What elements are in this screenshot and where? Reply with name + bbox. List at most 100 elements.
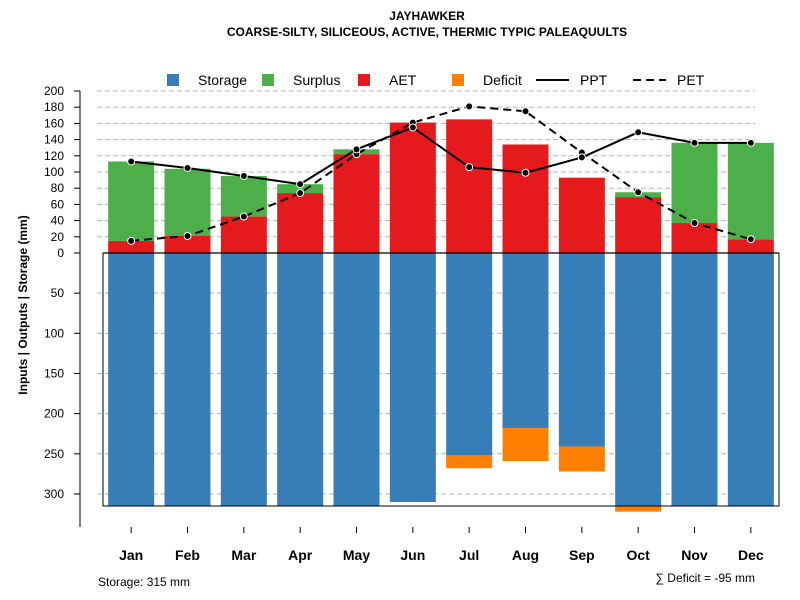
storage-bar <box>108 253 155 506</box>
pet-line <box>131 105 752 242</box>
x-tick-label: May <box>343 547 370 563</box>
storage-bar <box>727 253 774 506</box>
ppt-point <box>634 128 643 137</box>
deficit-bar <box>446 455 493 469</box>
aet-bar <box>727 239 774 253</box>
storage-note: Storage: 315 mm <box>98 575 190 589</box>
legend-swatch <box>262 74 274 86</box>
pet-point <box>690 219 699 228</box>
storage-bar <box>671 253 718 506</box>
y-tick-label: 150 <box>44 366 64 380</box>
storage-bar <box>389 253 436 502</box>
storage-bar <box>615 253 662 506</box>
x-tick-label: Feb <box>175 547 200 563</box>
surplus-bar <box>277 184 324 194</box>
ppt-point <box>577 153 586 162</box>
surplus-bar <box>108 161 155 241</box>
x-tick-label: Jan <box>119 547 143 563</box>
chart-subtitle: COARSE-SILTY, SILICEOUS, ACTIVE, THERMIC… <box>227 25 627 39</box>
ppt-point <box>296 180 305 189</box>
pet-point <box>634 188 643 197</box>
ppt-point <box>521 168 530 177</box>
deficit-bar <box>615 506 662 512</box>
legend-label: Deficit <box>483 72 522 88</box>
legend-label: PET <box>677 72 705 88</box>
x-tick-label: Oct <box>626 547 650 563</box>
y-tick-label: 140 <box>44 133 64 147</box>
x-tick-label: Jul <box>459 547 479 563</box>
storage-bar <box>333 253 380 506</box>
y-tick-label: 40 <box>51 214 65 228</box>
pet-point <box>183 231 192 240</box>
pet-point <box>521 107 530 116</box>
y-tick-label: 180 <box>44 100 64 114</box>
bars <box>108 119 774 512</box>
ppt-point <box>408 123 417 132</box>
deficit-bar <box>558 446 605 472</box>
ppt-line <box>131 126 751 186</box>
pet-point <box>239 212 248 221</box>
legend-swatch <box>167 74 179 86</box>
y-tick-label: 200 <box>44 407 64 421</box>
surplus-bar <box>727 142 774 240</box>
ppt-point <box>690 138 699 147</box>
ppt-point <box>746 138 755 147</box>
aet-bar <box>558 177 605 253</box>
deficit-note: ∑ Deficit = -95 mm <box>655 571 755 585</box>
y-axis-label: Inputs | Outputs | Storage (mm) <box>16 215 30 394</box>
ppt-point <box>239 172 248 181</box>
aet-bar <box>615 197 662 253</box>
x-tick-label: Jun <box>400 547 425 563</box>
y-tick-label: 100 <box>44 165 64 179</box>
ppt-point <box>465 163 474 172</box>
y-tick-label: 80 <box>51 181 65 195</box>
axes: 2001801601401201008060402005010015020025… <box>44 84 780 563</box>
pet-point <box>127 236 136 245</box>
legend-swatch <box>358 74 370 86</box>
x-tick-label: Mar <box>231 547 256 563</box>
legend-label: Surplus <box>293 72 340 88</box>
x-tick-label: Apr <box>288 547 313 563</box>
legend-label: AET <box>389 72 417 88</box>
y-tick-label: 120 <box>44 149 64 163</box>
aet-bar <box>671 223 718 253</box>
pet-point <box>746 235 755 244</box>
x-tick-label: Nov <box>681 547 708 563</box>
aet-bar <box>164 235 211 253</box>
aet-bar <box>277 193 324 253</box>
pet-point <box>296 189 305 198</box>
surplus-bar <box>671 142 718 224</box>
x-tick-label: Dec <box>738 547 764 563</box>
legend-label: Storage <box>198 72 247 88</box>
pet-point <box>465 102 474 111</box>
storage-bar <box>220 253 267 506</box>
legend: Storage Surplus AET Deficit PPT PET <box>167 72 705 88</box>
x-tick-label: Sep <box>569 547 595 563</box>
storage-bar <box>502 253 549 429</box>
x-tick-label: Aug <box>512 547 539 563</box>
y-tick-label: 100 <box>44 326 64 340</box>
storage-bar <box>446 253 493 456</box>
aet-bar <box>333 154 380 253</box>
storage-bar <box>164 253 211 506</box>
legend-label: PPT <box>580 72 608 88</box>
ppt-point <box>352 145 361 154</box>
aet-bar <box>446 119 493 253</box>
y-tick-label: 60 <box>51 197 65 211</box>
series-lines <box>127 102 755 245</box>
aet-bar <box>389 122 436 253</box>
legend-swatch <box>452 74 464 86</box>
y-tick-label: 300 <box>44 487 64 501</box>
chart-title: JAYHAWKER <box>389 9 465 23</box>
storage-bar <box>277 253 324 506</box>
y-tick-label: 0 <box>57 246 64 260</box>
y-tick-label: 250 <box>44 447 64 461</box>
y-tick-label: 50 <box>51 286 65 300</box>
ppt-point <box>183 163 192 172</box>
storage-bar <box>558 253 605 447</box>
deficit-bar <box>502 428 549 462</box>
aet-bar <box>220 216 267 253</box>
y-tick-label: 20 <box>51 230 65 244</box>
y-tick-label: 160 <box>44 116 64 130</box>
